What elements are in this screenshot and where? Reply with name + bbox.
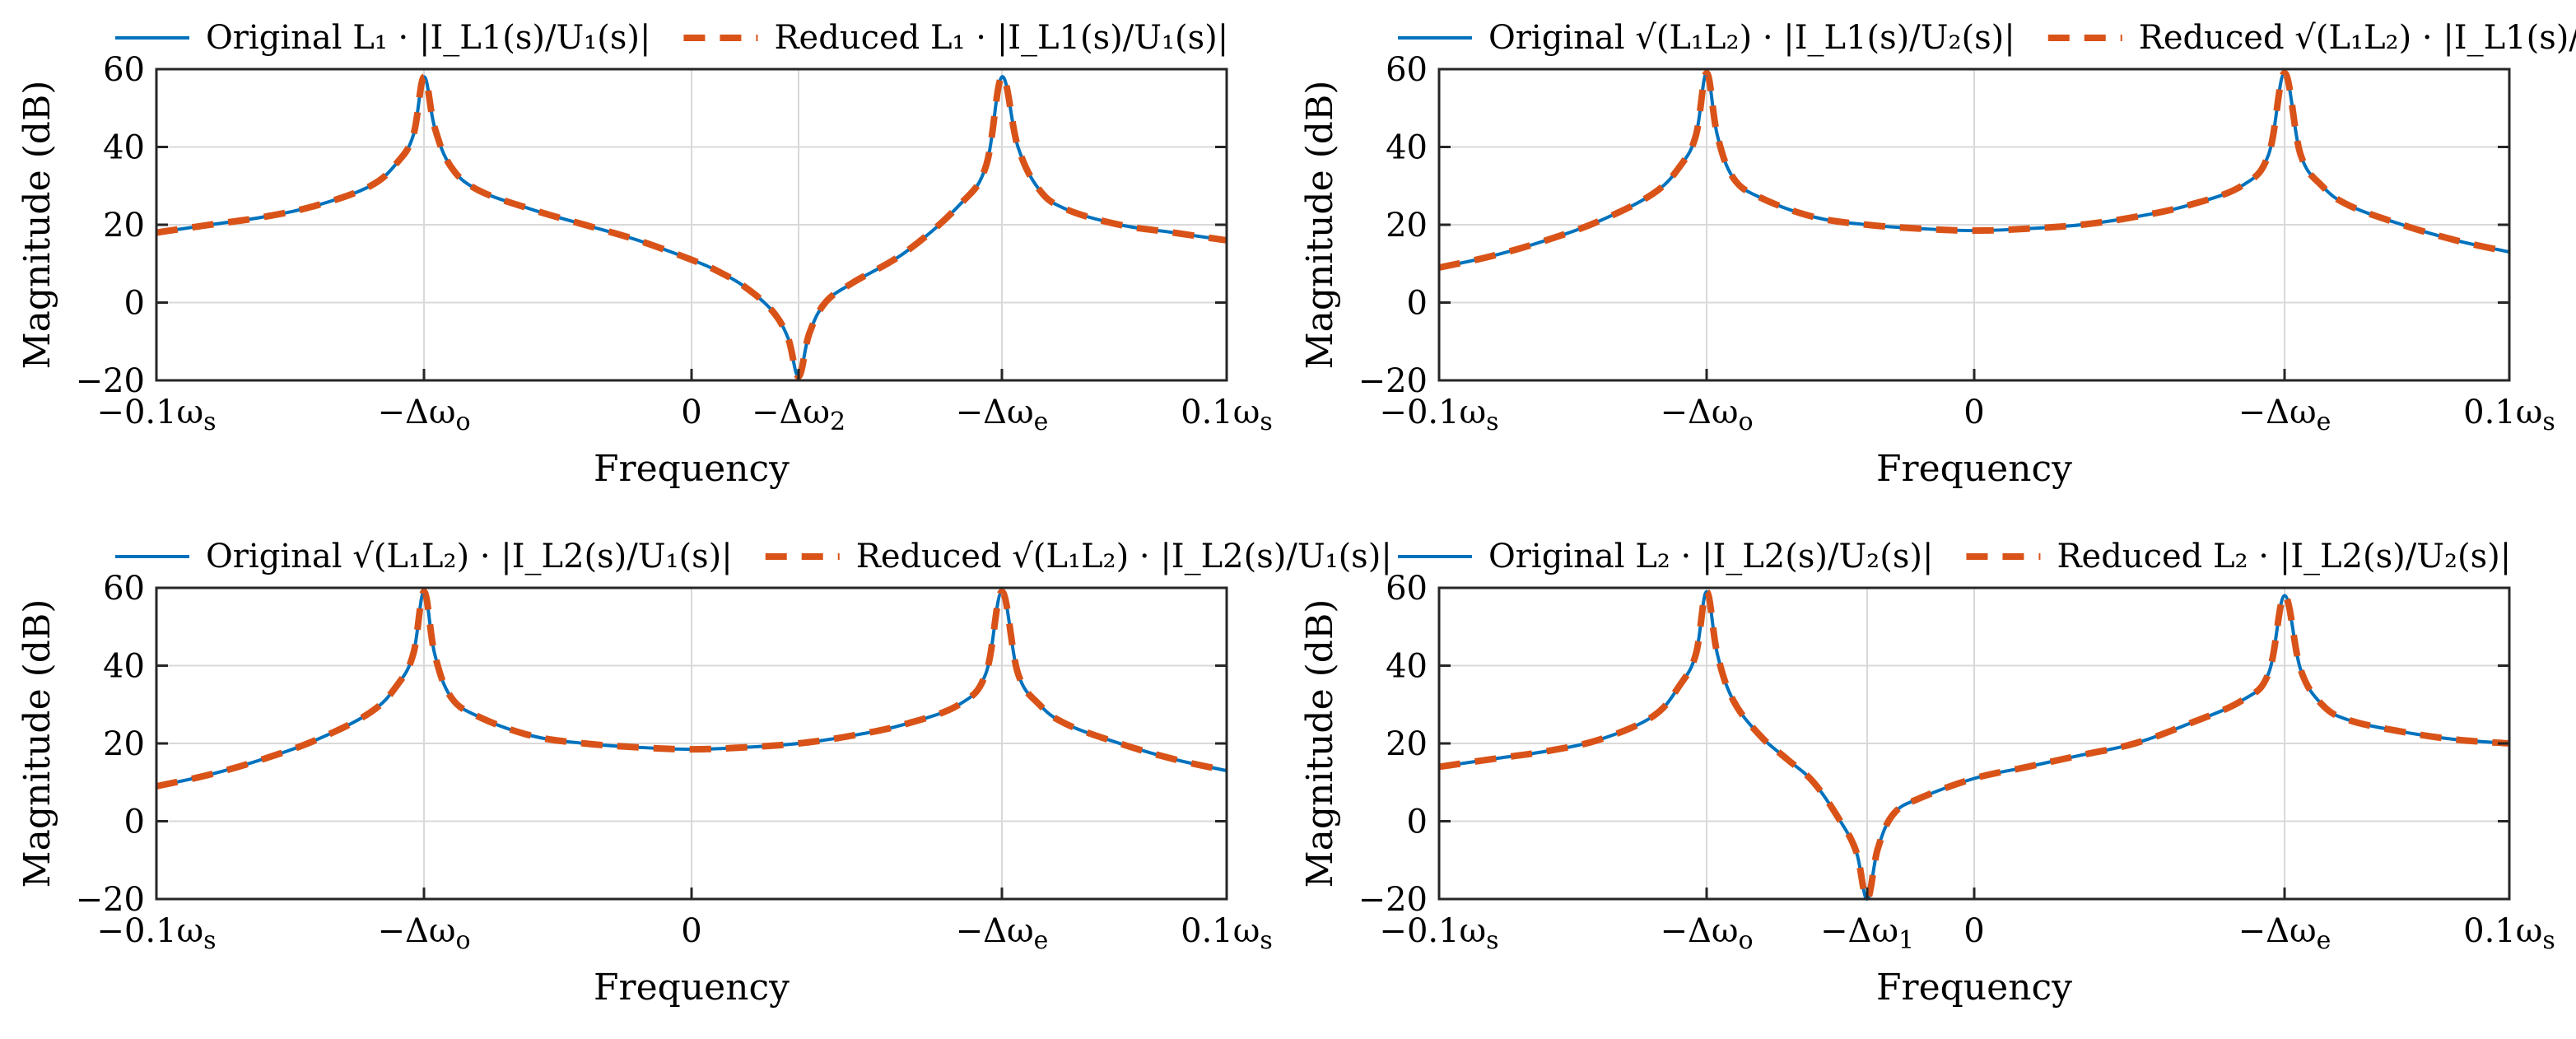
- y-tick-label: −20: [1358, 881, 1428, 919]
- y-tick-label: 60: [1386, 570, 1428, 608]
- legend: Original L₂ · |I_L2(s)/U₂(s)| Reduced L₂ …: [1398, 538, 2511, 575]
- x-tick-label: 0.1ωs: [1181, 394, 1273, 436]
- chart-panel-1: −20 0 20 40 60 −0.1ωs −Δωo 0 −Δω2 −Δωe 0.1ωs Freque…: [16, 19, 1273, 490]
- x-tick-label: −Δωo: [1660, 912, 1753, 955]
- x-tick-label: 0.1ωs: [2463, 912, 2555, 955]
- y-tick-label: 40: [103, 648, 145, 686]
- y-tick-label: 60: [103, 570, 145, 608]
- reduced-series-line: [156, 588, 1227, 790]
- chart-panel-3: −20 0 20 40 60 −0.1ωs −Δωo 0 −Δωe 0.1ωs Frequency M…: [16, 538, 1392, 1009]
- y-axis-title: Magnitude (dB): [16, 81, 58, 370]
- y-tick-label: 0: [1407, 285, 1428, 323]
- y-axis-title: Magnitude (dB): [1299, 81, 1341, 370]
- y-tick-label: 0: [124, 804, 145, 841]
- x-tick-label: −Δωo: [377, 394, 470, 436]
- legend-reduced-label: Reduced L₂ · |I_L2(s)/U₂(s)|: [2057, 538, 2511, 575]
- x-tick-label: 0: [681, 912, 701, 950]
- x-tick-label: −Δω1: [1820, 912, 1914, 955]
- legend: Original √(L₁L₂) · |I_L1(s)/U₂(s)| Reduce…: [1398, 19, 2576, 57]
- legend: Original √(L₁L₂) · |I_L2(s)/U₁(s)| Reduce…: [115, 538, 1392, 575]
- legend-reduced-label: Reduced L₁ · |I_L1(s)/U₁(s)|: [774, 19, 1228, 57]
- y-tick-label: 20: [1386, 725, 1428, 763]
- y-tick-label: 40: [1386, 129, 1428, 167]
- x-tick-label: −Δωe: [2238, 912, 2331, 955]
- y-tick-label: −20: [1358, 362, 1428, 400]
- x-tick-label: −Δωo: [377, 912, 470, 955]
- legend-original-label: Original √(L₁L₂) · |I_L1(s)/U₂(s)|: [1488, 19, 2015, 57]
- reduced-series-line: [1438, 588, 2510, 903]
- x-axis-title: Frequency: [594, 967, 790, 1009]
- x-tick-label: −Δω2: [752, 394, 845, 436]
- y-tick-label: −20: [76, 881, 145, 919]
- y-axis-title: Magnitude (dB): [1299, 599, 1341, 888]
- grid-lines: [1438, 68, 2510, 381]
- legend-original-label: Original √(L₁L₂) · |I_L2(s)/U₁(s)|: [206, 538, 733, 575]
- x-tick-label: 0: [1963, 394, 1984, 431]
- reduced-series-line: [1438, 69, 2510, 271]
- x-tick-label: 0.1ωs: [1181, 912, 1273, 955]
- grid-lines: [1438, 587, 2510, 900]
- legend-reduced-label: Reduced √(L₁L₂) · |I_L1(s)/U₂(s)|: [2139, 19, 2576, 57]
- legend-original-label: Original L₂ · |I_L2(s)/U₂(s)|: [1488, 538, 1933, 575]
- chart-panel-2: −20 0 20 40 60 −0.1ωs −Δωo 0 −Δωe 0.1ωs Frequency M…: [1299, 19, 2576, 490]
- legend-original-label: Original L₁ · |I_L1(s)/U₁(s)|: [206, 19, 650, 57]
- x-tick-label: −0.1ωs: [1379, 394, 1498, 436]
- legend: Original L₁ · |I_L1(s)/U₁(s)| Reduced L₁ …: [115, 19, 1228, 57]
- x-tick-label: 0: [681, 394, 701, 431]
- y-tick-label: 40: [1386, 648, 1428, 686]
- grid-lines: [156, 68, 1227, 381]
- x-tick-label: −0.1ωs: [1379, 912, 1498, 955]
- y-tick-label: 20: [1386, 207, 1428, 245]
- x-axis-title: Frequency: [1876, 967, 2072, 1009]
- y-tick-label: 0: [124, 285, 145, 323]
- x-tick-label: −0.1ωs: [96, 394, 216, 436]
- x-tick-label: −Δωe: [956, 394, 1049, 436]
- y-axis-title: Magnitude (dB): [16, 599, 58, 888]
- chart-panel-4: −20 0 20 40 60 −0.1ωs −Δωo −Δω1 0 −Δωe 0.1ωs Freque…: [1299, 538, 2555, 1009]
- x-tick-label: −Δωe: [2238, 394, 2331, 436]
- x-axis-title: Frequency: [594, 448, 790, 490]
- y-tick-label: 20: [103, 207, 145, 245]
- x-tick-label: −0.1ωs: [96, 912, 216, 955]
- y-tick-label: 60: [1386, 51, 1428, 89]
- y-tick-label: 40: [103, 129, 145, 167]
- y-tick-label: 60: [103, 51, 145, 89]
- y-tick-label: 20: [103, 725, 145, 763]
- legend-reduced-label: Reduced √(L₁L₂) · |I_L2(s)/U₁(s)|: [856, 538, 1392, 575]
- x-tick-label: 0: [1963, 912, 1984, 950]
- x-axis-title: Frequency: [1876, 448, 2072, 490]
- y-tick-label: 0: [1407, 804, 1428, 841]
- x-tick-label: −Δωo: [1660, 394, 1753, 436]
- x-tick-label: 0.1ωs: [2463, 394, 2555, 436]
- x-tick-label: −Δωe: [956, 912, 1049, 955]
- y-tick-label: −20: [76, 362, 145, 400]
- grid-lines: [156, 587, 1227, 900]
- reduced-series-line: [156, 73, 1227, 380]
